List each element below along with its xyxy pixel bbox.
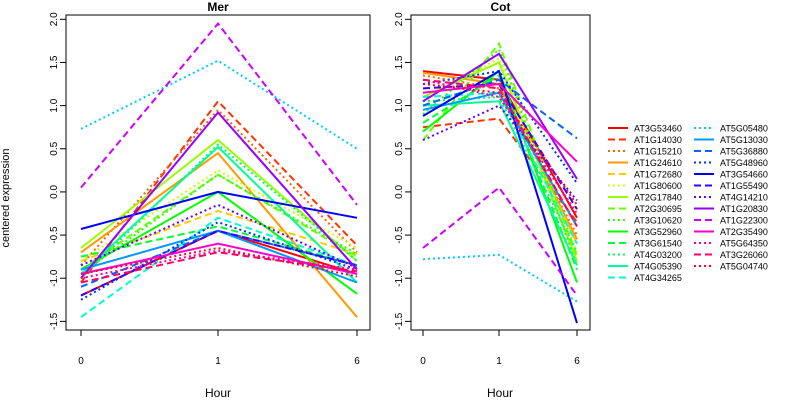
legend-label-at1g72680: AT1G72680: [634, 170, 682, 180]
cot-series-at4g03200: [422, 95, 578, 253]
mer-ytick-label: -1.5: [49, 312, 60, 330]
mer-ytick-label: 0.5: [49, 141, 60, 155]
mer-series-at5g05480: [80, 59, 358, 150]
legend-label-at1g22300: AT1G22300: [720, 216, 768, 226]
cot-series-at3g26060: [422, 78, 578, 227]
mer-series-at1g20830: [80, 110, 358, 279]
cot-ytick-label: 0.5: [394, 141, 405, 155]
legend-label-at4g14210: AT4G14210: [720, 193, 768, 203]
mer-xtick-label: 1: [215, 356, 221, 367]
mer-series-at4g14210: [80, 203, 358, 269]
cot-ytick-label: 0.0: [394, 185, 405, 199]
mer-panel: Mer -1.5 -1.0 -0.5 0.0 0.5 1.0 1.5 2.0 0 1 6: [49, 0, 371, 367]
mer-series-at1g22300: [80, 22, 358, 206]
mer-series-at1g55490: [80, 229, 358, 297]
cot-series-at5g64350: [422, 78, 578, 215]
legend-label-at4g03200: AT4G03200: [634, 250, 682, 260]
legend-label-at3g26060: AT3G26060: [720, 250, 768, 260]
legend-label-at5g36880: AT5G36880: [720, 147, 768, 157]
mer-ytick-label: -1.0: [49, 269, 60, 287]
legend-label-at5g05480: AT5G05480: [720, 124, 768, 134]
cot-series-at5g36880: [422, 78, 578, 140]
mer-series-at5g64350: [80, 249, 358, 280]
mer-series-at2g17840: [80, 138, 358, 262]
mer-series-at2g30695: [80, 173, 358, 271]
figure-ylabel: centered expression: [0, 148, 12, 247]
mer-series-at1g80600: [80, 169, 358, 262]
legend-label-at4g34265: AT4G34265: [634, 273, 682, 283]
cot-series-at3g54660: [422, 69, 578, 324]
legend-label-at3g10620: AT3G10620: [634, 216, 682, 226]
mer-xtick-label: 0: [78, 356, 84, 367]
cot-series-at4g34265: [422, 91, 578, 245]
cot-series-at2g35490: [422, 82, 578, 163]
mer-ytick-label: -0.5: [49, 226, 60, 244]
mer-series-at3g26060: [80, 251, 358, 284]
mer-series-at2g35490: [80, 242, 358, 275]
cot-ytick-label: 2.0: [394, 12, 405, 26]
mer-xlabel: Hour: [205, 386, 231, 400]
mer-ytick-label: 2.0: [49, 12, 60, 26]
legend-label-at5g04740: AT5G04740: [720, 262, 768, 272]
legend-label-at1g14030: AT1G14030: [634, 135, 682, 145]
mer-xtick-label: 6: [354, 356, 360, 367]
legend-label-at2g30695: AT2G30695: [634, 204, 682, 214]
legend-label-at1g80600: AT1G80600: [634, 181, 682, 191]
legend-label-at1g20830: AT1G20830: [720, 204, 768, 214]
cot-xlabel: Hour: [487, 386, 513, 400]
cot-ytick-label: 1.5: [394, 55, 405, 69]
mer-series-at3g10620: [80, 173, 358, 275]
legend-label-at3g61540: AT3G61540: [634, 239, 682, 249]
mer-series-at3g61540: [80, 225, 358, 267]
legend-label-at1g24610: AT1G24610: [634, 158, 682, 168]
mer-series-at4g05390: [80, 145, 358, 284]
mer-title: Mer: [207, 0, 229, 14]
mer-series-at5g04740: [80, 246, 358, 278]
cot-ytick-label: 1.0: [394, 98, 405, 112]
mer-ytick-label: 1.5: [49, 55, 60, 69]
cot-title: Cot: [491, 0, 511, 14]
mer-ytick-label: 1.0: [49, 98, 60, 112]
legend-label-at1g15210: AT1G15210: [634, 147, 682, 157]
mer-series-at3g54660: [80, 190, 358, 230]
mer-series-at5g13030: [80, 229, 358, 284]
mer-ytick-label: 0.0: [49, 185, 60, 199]
cot-ytick-label: -0.5: [394, 226, 405, 244]
cot-ytick-label: -1.5: [394, 312, 405, 330]
cot-series-at5g48960: [422, 70, 578, 184]
legend-label-at2g17840: AT2G17840: [634, 193, 682, 203]
cot-panel: Cot -1.5 -1.0 -0.5 0.0 0.5 1.0 1.5 2.0 0 1 6: [394, 0, 591, 367]
legend-label-at5g13030: AT5G13030: [720, 135, 768, 145]
cot-series-at5g04740: [422, 83, 578, 206]
mer-series-at1g24610: [80, 151, 358, 318]
legend-label-at5g48960: AT5G48960: [720, 158, 768, 168]
cot-series-at5g05480: [422, 253, 578, 303]
legend-label-at5g64350: AT5G64350: [720, 239, 768, 249]
cot-xtick-label: 6: [574, 356, 580, 367]
cot-series-at2g30695: [422, 41, 578, 257]
mer-series-at4g34265: [80, 216, 358, 318]
mer-series-at4g03200: [80, 143, 358, 279]
legend-label-at4g05390: AT4G05390: [634, 262, 682, 272]
cot-series-at4g14210: [422, 104, 578, 202]
cot-plot-frame: [410, 14, 591, 331]
legend-label-at1g55490: AT1G55490: [720, 181, 768, 191]
cot-series-at1g14030: [422, 117, 578, 223]
cot-series-at3g61540: [422, 73, 578, 270]
cot-ytick-label: -1.0: [394, 269, 405, 287]
legend-label-at3g54660: AT3G54660: [720, 170, 768, 180]
cot-series-at4g05390: [422, 100, 578, 266]
legend-label-at2g35490: AT2G35490: [720, 227, 768, 237]
legend-label-at3g52960: AT3G52960: [634, 227, 682, 237]
cot-xtick-label: 1: [496, 356, 502, 367]
cot-xtick-label: 0: [420, 356, 426, 367]
legend-label-at3g53460: AT3G53460: [634, 124, 682, 134]
